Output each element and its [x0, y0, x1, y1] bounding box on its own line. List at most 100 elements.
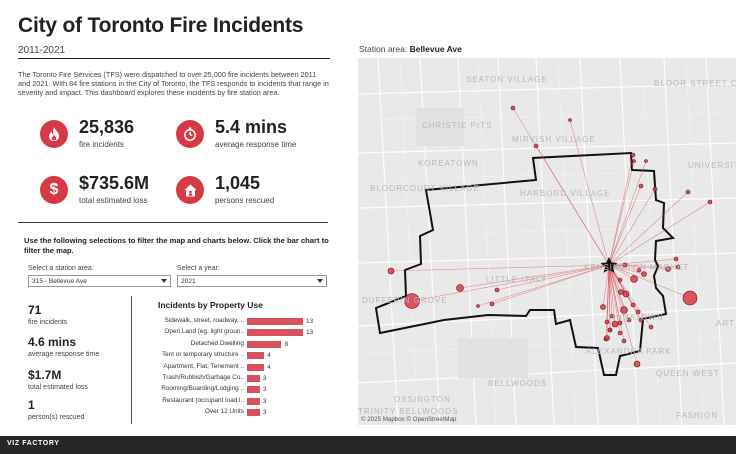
incident-ray	[496, 264, 610, 291]
incident-point[interactable]	[636, 267, 642, 273]
incident-point[interactable]	[611, 320, 619, 328]
year-select-value: 2021	[181, 278, 196, 285]
incident-point[interactable]	[630, 275, 638, 283]
incident-point[interactable]	[673, 256, 679, 262]
bar-row[interactable]: Trash/Rubbish/Garbage Co.. 3	[140, 373, 340, 383]
incident-point[interactable]	[617, 277, 623, 283]
incident-point[interactable]	[489, 301, 495, 307]
bar-row[interactable]: Apartment, Flat, Tenement .. 4	[140, 362, 340, 372]
bar[interactable]	[247, 409, 260, 417]
neighbourhood-label: CHRISTIE PITS	[422, 121, 492, 130]
bar[interactable]	[247, 352, 265, 360]
bar-value-label: 3	[262, 409, 267, 417]
bar-value-label: 3	[262, 386, 267, 394]
incident-ray	[608, 264, 635, 280]
viz-factory-logo[interactable]: VIZ FACTORY	[7, 440, 60, 447]
incident-point[interactable]	[707, 199, 713, 205]
incident-point[interactable]	[665, 266, 671, 272]
bar-row[interactable]: Open Land (eg. light groun.. 13	[140, 327, 340, 337]
intro-text: The Toronto Fire Services (TFS) were dis…	[18, 70, 329, 98]
incident-point[interactable]	[622, 262, 628, 268]
incident-point[interactable]	[494, 287, 500, 293]
incident-point[interactable]	[638, 317, 644, 323]
incident-points[interactable]	[387, 105, 713, 368]
incident-point[interactable]	[600, 304, 606, 310]
incident-ray	[608, 264, 625, 342]
bar[interactable]	[247, 329, 303, 337]
incident-point[interactable]	[510, 105, 516, 111]
stat-value: $1.7M	[28, 368, 62, 382]
kpi-value: 25,836	[79, 117, 135, 137]
incident-point[interactable]	[635, 309, 641, 315]
incident-point[interactable]	[476, 304, 480, 308]
incident-point[interactable]	[641, 271, 647, 277]
neighbourhood-label: UNIVERSITY	[688, 161, 736, 170]
bar-value-label: 13	[306, 329, 314, 337]
station-stat-response: 4.6 mins average response time	[28, 335, 99, 358]
bar[interactable]	[247, 386, 260, 394]
bar-row[interactable]: Tent or temporary structure .. 4	[140, 350, 340, 360]
incident-point[interactable]	[652, 186, 658, 192]
incident-point[interactable]	[617, 330, 623, 336]
incident-point[interactable]	[626, 317, 632, 323]
stat-label: average response time	[28, 351, 100, 358]
bar-row[interactable]: Over 12 Units 3	[140, 407, 340, 417]
bar[interactable]	[247, 340, 282, 348]
bar-row[interactable]: Detached Dwelling 8	[140, 339, 340, 349]
fire-station-star-icon[interactable]	[600, 257, 618, 273]
incident-point[interactable]	[620, 306, 628, 314]
incident-ray	[608, 191, 689, 266]
incident-point[interactable]	[607, 327, 613, 333]
incident-point[interactable]	[632, 159, 636, 163]
incident-point[interactable]	[633, 360, 641, 368]
station-select[interactable]: 315 - Bellevue Ave	[28, 275, 171, 287]
bar-label: Detached Dwelling	[190, 339, 244, 347]
incident-point[interactable]	[648, 324, 654, 330]
incident-point[interactable]	[638, 183, 644, 189]
neighbourhood-label: FASHION	[676, 411, 718, 420]
bar-row[interactable]: Restaurant (occupant load l.. 3	[140, 396, 340, 406]
incident-ray	[608, 264, 613, 317]
stopwatch-icon	[176, 120, 204, 148]
station-select-value: 315 - Bellevue Ave	[32, 278, 87, 285]
incident-point[interactable]	[533, 143, 539, 149]
bar-value-label: 3	[262, 375, 267, 382]
incident-point[interactable]	[456, 284, 464, 292]
incident-point[interactable]	[568, 118, 572, 122]
incident-point[interactable]	[387, 267, 395, 275]
footer-bar: VIZ FACTORY	[0, 436, 736, 454]
incident-point[interactable]	[682, 290, 698, 306]
station-stat-rescued: 1 person(s) rescued	[28, 398, 84, 421]
chevron-down-icon	[161, 279, 167, 283]
bar[interactable]	[247, 363, 265, 371]
station-stat-incidents: 71 fire incidents	[28, 303, 67, 326]
incident-point[interactable]	[630, 302, 636, 308]
incident-ray	[608, 264, 652, 328]
bar-row[interactable]: Rooming/Boarding/Lodging .. 3	[140, 384, 340, 394]
incident-point[interactable]	[621, 338, 627, 344]
incident-ray	[608, 188, 656, 266]
incident-point[interactable]	[609, 313, 615, 319]
incident-point[interactable]	[685, 189, 691, 195]
kpi-value: 1,045	[215, 173, 261, 193]
bar[interactable]	[247, 318, 303, 325]
incident-ray	[608, 160, 635, 266]
incident-point[interactable]	[404, 293, 420, 309]
incident-point[interactable]	[644, 159, 648, 163]
incident-ray	[608, 264, 691, 299]
station-map[interactable]: SEATON VILLAGE CHRISTIE PITS MIRVISH VILLA…	[358, 58, 736, 425]
incident-point[interactable]	[630, 152, 636, 158]
incident-point[interactable]	[604, 335, 610, 341]
incident-point[interactable]	[675, 264, 681, 270]
fire-icon	[40, 120, 68, 148]
year-select[interactable]: 2021	[177, 275, 327, 287]
kpi-label: persons rescued	[215, 196, 275, 205]
bar-row[interactable]: Sidewalk, street, roadway, .. 13	[140, 316, 340, 326]
neighbourhood-label: TRINITY BELLWOODS	[358, 407, 458, 416]
bar[interactable]	[247, 375, 260, 382]
incident-point[interactable]	[604, 319, 610, 325]
map-canvas[interactable]: SEATON VILLAGE CHRISTIE PITS MIRVISH VILLA…	[358, 58, 736, 425]
bar[interactable]	[247, 397, 260, 405]
bar-label: Tent or temporary structure ..	[161, 351, 244, 359]
incident-point[interactable]	[622, 290, 630, 298]
